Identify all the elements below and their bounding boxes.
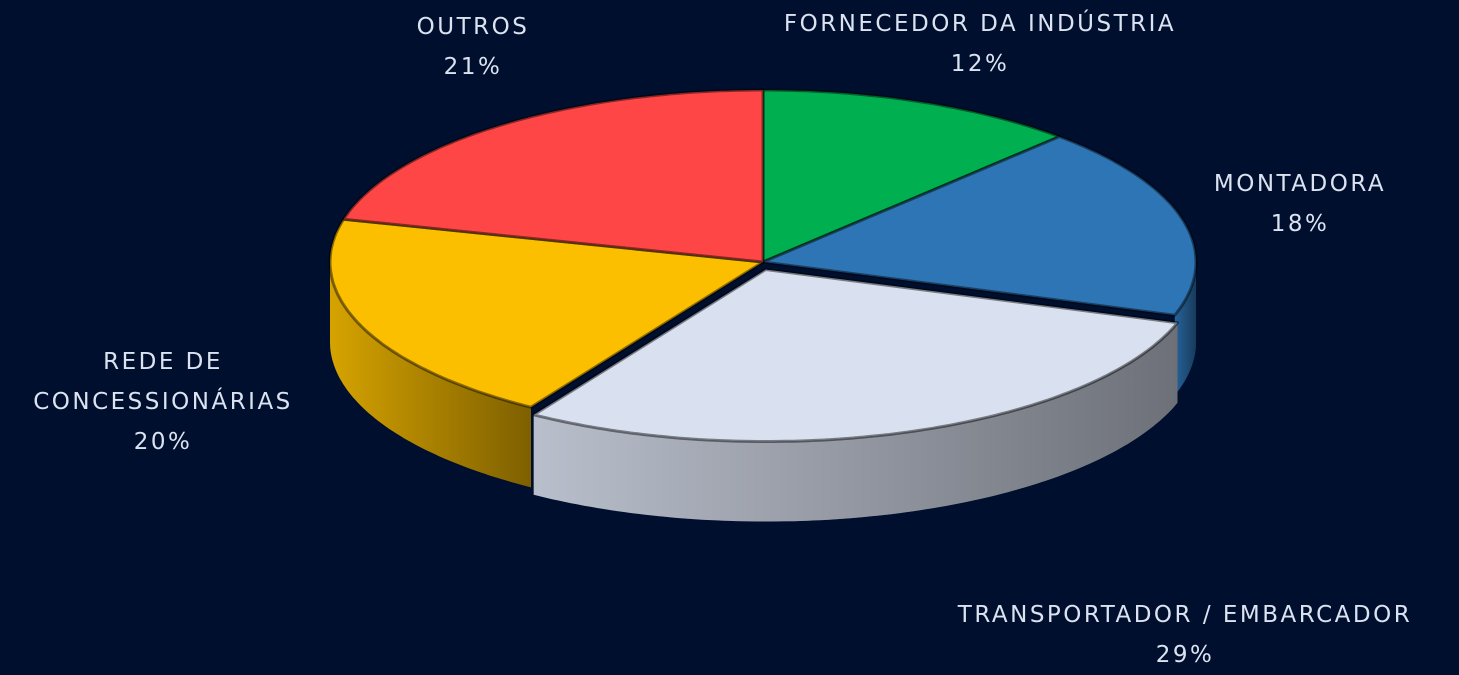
data-label: MONTADORA 18%: [1214, 164, 1386, 244]
category-label: TRANSPORTADOR / EMBARCADOR: [957, 602, 1413, 628]
slice-side-shade: [533, 322, 1178, 522]
data-label: TRANSPORTADOR / EMBARCADOR 29%: [958, 595, 1412, 675]
slice: [342, 88, 765, 264]
category-label: REDE DE CONCESSIONÁRIAS: [33, 349, 293, 415]
slice-side-shade: [330, 262, 531, 488]
slice: [532, 268, 1179, 443]
data-label: REDE DE CONCESSIONÁRIAS 20%: [13, 342, 313, 462]
slice: [328, 217, 765, 409]
category-label: FORNECEDOR DA INDÚSTRIA: [783, 11, 1177, 37]
value-label: 18%: [1270, 211, 1330, 237]
category-label: MONTADORA: [1213, 171, 1387, 197]
value-label: 12%: [950, 51, 1010, 77]
value-label: 29%: [1155, 642, 1215, 668]
value-label: 21%: [443, 54, 503, 80]
data-label: FORNECEDOR DA INDÚSTRIA 12%: [784, 4, 1176, 84]
slice-side-shade: [1174, 262, 1196, 396]
category-label: OUTROS: [416, 14, 530, 40]
slice: [761, 88, 1061, 264]
data-label: OUTROS 21%: [417, 7, 530, 87]
slice: [761, 135, 1198, 317]
value-label: 20%: [133, 429, 193, 455]
